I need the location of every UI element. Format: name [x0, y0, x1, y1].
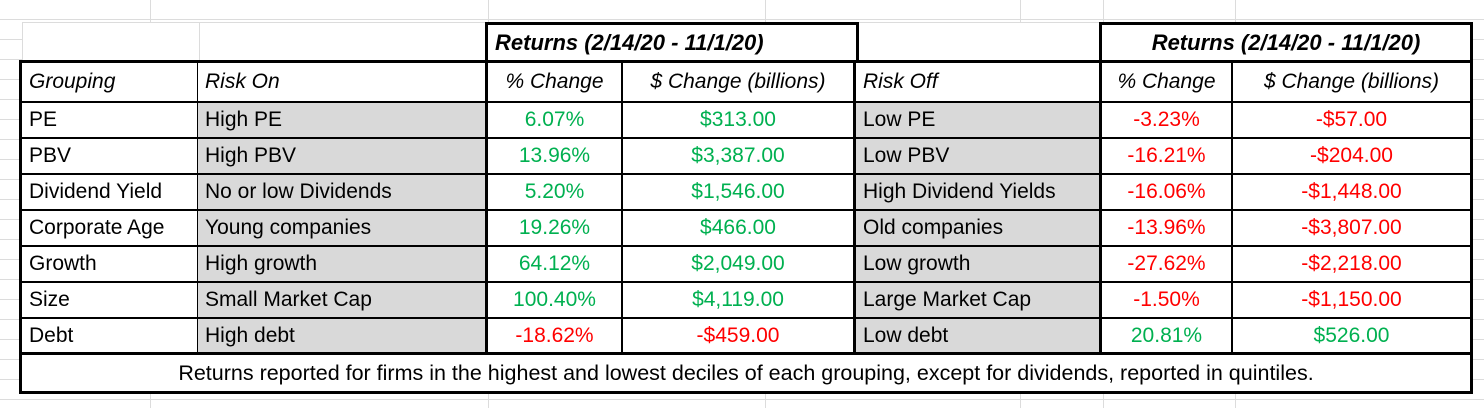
cell-grouping[interactable]: Debt	[22, 319, 198, 355]
table-footnote[interactable]: Returns reported for firms in the highes…	[22, 355, 1470, 391]
cell-risk-on-pct-change[interactable]: -18.62%	[488, 319, 623, 355]
cell-risk-on-pct-change[interactable]: 19.26%	[488, 211, 623, 247]
cell-grouping[interactable]: PE	[22, 103, 198, 139]
cell-risk-on[interactable]: High growth	[198, 247, 488, 283]
cell-grouping[interactable]: Growth	[22, 247, 198, 283]
cell-risk-off-pct-change[interactable]: -16.06%	[1102, 175, 1233, 211]
cell-risk-off-usd-change[interactable]: -$57.00	[1233, 103, 1470, 139]
cell-divider	[199, 23, 200, 60]
cell-risk-on-usd-change[interactable]: $313.00	[623, 103, 856, 139]
cell-risk-on[interactable]: High PE	[198, 103, 488, 139]
column-header-usd-change-risk-off[interactable]: $ Change (billions)	[1233, 63, 1470, 103]
column-header-grouping[interactable]: Grouping	[22, 63, 198, 103]
cell-risk-on-usd-change[interactable]: $466.00	[623, 211, 856, 247]
cell-risk-on-usd-change[interactable]: $3,387.00	[623, 139, 856, 175]
column-header-risk-off[interactable]: Risk Off	[856, 63, 1102, 103]
cell-grouping[interactable]: Dividend Yield	[22, 175, 198, 211]
cell-grouping[interactable]: PBV	[22, 139, 198, 175]
column-header-pct-change-risk-off[interactable]: % Change	[1102, 63, 1233, 103]
returns-period-header-risk-on: Returns (2/14/20 - 11/1/20)	[485, 22, 859, 60]
cell-risk-off-pct-change[interactable]: -1.50%	[1102, 283, 1233, 319]
cell-risk-off-pct-change[interactable]: -27.62%	[1102, 247, 1233, 283]
cell-risk-off-usd-change[interactable]: -$204.00	[1233, 139, 1470, 175]
cell-risk-on-usd-change[interactable]: $1,546.00	[623, 175, 856, 211]
cell-risk-off-usd-change[interactable]: -$3,807.00	[1233, 211, 1470, 247]
cell-risk-off-usd-change[interactable]: -$1,150.00	[1233, 283, 1470, 319]
empty-cells-band	[22, 22, 488, 60]
empty-cell-above-risk-off	[859, 22, 1099, 60]
cell-risk-on[interactable]: High debt	[198, 319, 488, 355]
cell-risk-off-usd-change[interactable]: $526.00	[1233, 319, 1470, 355]
cell-risk-on-usd-change[interactable]: $2,049.00	[623, 247, 856, 283]
cell-risk-on[interactable]: High PBV	[198, 139, 488, 175]
cell-risk-off[interactable]: High Dividend Yields	[856, 175, 1102, 211]
cell-risk-off[interactable]: Low debt	[856, 319, 1102, 355]
cell-risk-on-pct-change[interactable]: 64.12%	[488, 247, 623, 283]
cell-risk-off-pct-change[interactable]: -16.21%	[1102, 139, 1233, 175]
cell-risk-on[interactable]: Small Market Cap	[198, 283, 488, 319]
cell-risk-on-pct-change[interactable]: 5.20%	[488, 175, 623, 211]
cell-risk-on-pct-change[interactable]: 6.07%	[488, 103, 623, 139]
cell-grouping[interactable]: Corporate Age	[22, 211, 198, 247]
cell-risk-off-pct-change[interactable]: 20.81%	[1102, 319, 1233, 355]
cell-risk-on-usd-change[interactable]: -$459.00	[623, 319, 856, 355]
cell-risk-on-pct-change[interactable]: 13.96%	[488, 139, 623, 175]
cell-risk-off[interactable]: Old companies	[856, 211, 1102, 247]
returns-period-header-risk-off: Returns (2/14/20 - 11/1/20)	[1099, 22, 1473, 60]
cell-risk-off[interactable]: Low PBV	[856, 139, 1102, 175]
cell-risk-off[interactable]: Low growth	[856, 247, 1102, 283]
cell-risk-on[interactable]: No or low Dividends	[198, 175, 488, 211]
column-header-risk-on[interactable]: Risk On	[198, 63, 488, 103]
cell-risk-on-usd-change[interactable]: $4,119.00	[623, 283, 856, 319]
cell-risk-off-pct-change[interactable]: -13.96%	[1102, 211, 1233, 247]
cell-risk-off-usd-change[interactable]: -$2,218.00	[1233, 247, 1470, 283]
column-header-pct-change-risk-on[interactable]: % Change	[488, 63, 623, 103]
cell-risk-on[interactable]: Young companies	[198, 211, 488, 247]
cell-risk-off[interactable]: Low PE	[856, 103, 1102, 139]
cell-risk-off-pct-change[interactable]: -3.23%	[1102, 103, 1233, 139]
cell-risk-off-usd-change[interactable]: -$1,448.00	[1233, 175, 1470, 211]
cell-grouping[interactable]: Size	[22, 283, 198, 319]
returns-table: Grouping Risk On % Change $ Change (bill…	[19, 60, 1473, 394]
column-header-usd-change-risk-on[interactable]: $ Change (billions)	[623, 63, 856, 103]
cell-risk-on-pct-change[interactable]: 100.40%	[488, 283, 623, 319]
cell-risk-off[interactable]: Large Market Cap	[856, 283, 1102, 319]
